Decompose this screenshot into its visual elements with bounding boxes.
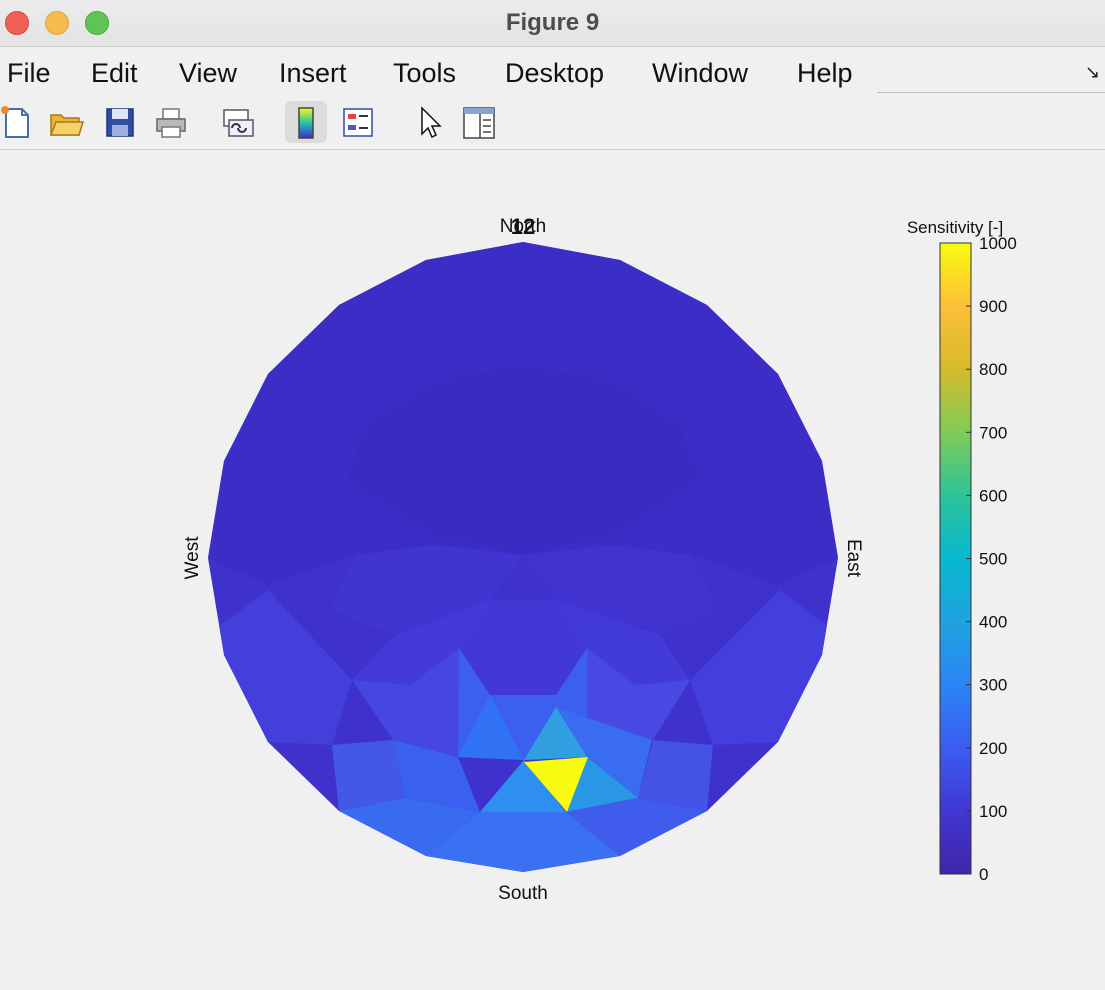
overlap-label: 12 bbox=[511, 214, 535, 239]
dome-facet bbox=[426, 812, 620, 872]
peak-sensitivity-facet bbox=[524, 757, 588, 812]
colorbar-tick-label: 100 bbox=[979, 802, 1007, 821]
dome-mesh bbox=[208, 242, 838, 872]
colorbar: Sensitivity [-] 0 100 200 300 400 500 600 700 80… bbox=[907, 218, 1017, 884]
menu-edit[interactable]: Edit bbox=[91, 58, 138, 88]
save-icon[interactable] bbox=[99, 101, 141, 143]
colorbar-tick-label: 600 bbox=[979, 486, 1007, 505]
colorbar-title: Sensitivity [-] bbox=[907, 218, 1003, 237]
colorbar-tick-label: 1000 bbox=[979, 234, 1017, 253]
sky-dome-plot[interactable]: North 12 South East West Sensitivity [-]… bbox=[0, 150, 1105, 990]
colorbar-tick-label: 300 bbox=[979, 676, 1007, 695]
dome-facet bbox=[330, 545, 523, 635]
new-figure-icon[interactable] bbox=[0, 101, 38, 143]
colorbar-tick-label: 0 bbox=[979, 865, 988, 884]
colorbar-tick-label: 500 bbox=[979, 550, 1007, 569]
colorbar-tick-label: 900 bbox=[979, 297, 1007, 316]
minimize-window-button[interactable] bbox=[45, 11, 69, 35]
dome-facet bbox=[523, 545, 720, 635]
close-window-button[interactable] bbox=[5, 11, 29, 35]
dome-facet bbox=[339, 798, 480, 856]
dome-facet bbox=[556, 707, 652, 798]
dock-arrow-icon[interactable]: ↘ bbox=[1085, 62, 1101, 82]
dome-facet bbox=[352, 648, 459, 757]
menu-bar: File Edit View Insert Tools Desktop Wind… bbox=[0, 52, 1105, 94]
figure-canvas: North 12 South East West Sensitivity [-]… bbox=[0, 150, 1105, 990]
dome-facet bbox=[690, 590, 826, 745]
compass-east-label: East bbox=[843, 539, 864, 578]
toolbar bbox=[0, 97, 1105, 150]
dome-facet bbox=[524, 707, 587, 760]
colorbar-tick-label: 700 bbox=[979, 423, 1007, 442]
dome-facet bbox=[566, 798, 707, 856]
property-editor-icon[interactable] bbox=[458, 101, 500, 143]
colorbar-gradient bbox=[939, 242, 972, 875]
open-file-icon[interactable] bbox=[45, 101, 87, 143]
dome-facet bbox=[566, 757, 638, 812]
compass-west-label: West bbox=[182, 536, 203, 580]
compass-north-label: North bbox=[500, 216, 546, 237]
menu-insert[interactable]: Insert bbox=[279, 58, 347, 88]
menu-help[interactable]: Help bbox=[797, 58, 853, 88]
colorbar-tick-label: 200 bbox=[979, 739, 1007, 758]
menu-window[interactable]: Window bbox=[652, 58, 749, 88]
colorbar-tick-label: 400 bbox=[979, 613, 1007, 632]
menu-file[interactable]: File bbox=[7, 58, 51, 88]
dome-facet bbox=[393, 740, 480, 812]
colorbar-ticks: 0 100 200 300 400 500 600 700 800 900 1000 bbox=[966, 234, 1017, 884]
dome-facet bbox=[459, 600, 587, 695]
dome-facet bbox=[556, 600, 690, 685]
dome-facet bbox=[352, 600, 490, 685]
colorbar-icon[interactable] bbox=[285, 101, 327, 143]
title-bar: Figure 9 bbox=[0, 0, 1105, 47]
legend-icon[interactable] bbox=[337, 101, 379, 143]
menu-view[interactable]: View bbox=[179, 58, 238, 88]
compass-south-label: South bbox=[498, 883, 548, 904]
dome-facet bbox=[332, 740, 405, 811]
dome-facet bbox=[220, 590, 352, 745]
print-icon[interactable] bbox=[150, 101, 192, 143]
dome-facet bbox=[480, 760, 566, 812]
menu-divider bbox=[877, 92, 1105, 93]
dome-facet bbox=[346, 365, 700, 555]
link-plot-icon[interactable] bbox=[217, 101, 259, 143]
dome-facet bbox=[458, 695, 524, 760]
maximize-window-button[interactable] bbox=[85, 11, 109, 35]
menu-desktop[interactable]: Desktop bbox=[505, 58, 605, 88]
pointer-icon[interactable] bbox=[408, 101, 450, 143]
dome-facet bbox=[638, 740, 713, 811]
menu-tools[interactable]: Tools bbox=[393, 58, 457, 88]
colorbar-tick-label: 800 bbox=[979, 360, 1007, 379]
window-title: Figure 9 bbox=[505, 9, 600, 36]
